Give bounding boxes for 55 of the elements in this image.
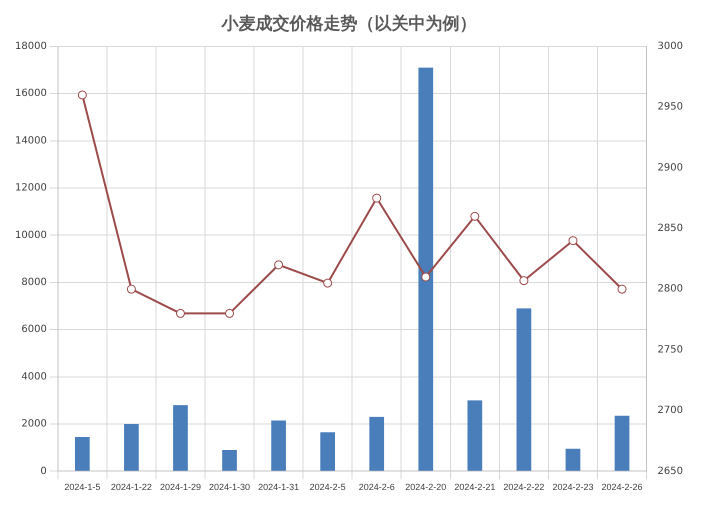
bar [516, 308, 532, 471]
y-tick-label: 4000 [21, 371, 47, 382]
point [519, 276, 528, 286]
x-tick-label: 2024-2-6 [358, 482, 395, 492]
y-tick-label: 0 [40, 466, 47, 477]
bar [614, 416, 630, 471]
bar [173, 405, 188, 471]
x-tick-label: 2024-2-22 [503, 482, 544, 492]
bar [566, 448, 580, 471]
x-tick-label: 2024-1-22 [110, 482, 152, 492]
y-tick-label: 6000 [21, 324, 47, 336]
y2-tick-label: 2850 [658, 223, 684, 234]
bar [369, 416, 384, 471]
x-tick-label: 2024-1-30 [209, 482, 250, 492]
point [274, 260, 284, 270]
y2-tick-label: 2750 [658, 344, 684, 356]
point [126, 284, 136, 294]
bar [320, 432, 336, 471]
y-tick-label: 14000 [15, 135, 47, 146]
y2-tick-label: 2700 [658, 405, 684, 416]
point [421, 272, 430, 282]
y-tick-label: 16000 [15, 88, 47, 100]
x-tick-label: 2024-2-21 [454, 482, 496, 492]
y-tick-label: 10000 [15, 230, 47, 241]
y-tick-label: 12000 [15, 182, 47, 194]
point [323, 278, 332, 288]
y-tick-label: 8000 [21, 276, 47, 288]
point [78, 90, 87, 100]
point [470, 212, 480, 221]
x-tick-label: 2024-2-26 [601, 482, 643, 492]
x-tick-label: 2024-1-5 [64, 482, 100, 492]
bar [124, 424, 139, 471]
bar [467, 400, 482, 471]
y2-tick-label: 3000 [658, 40, 684, 52]
x-tick-label: 2024-2-20 [405, 482, 446, 492]
y2-tick-label: 2650 [658, 466, 684, 477]
x-tick-label: 2024-2-23 [552, 482, 594, 492]
point [568, 236, 578, 246]
chart-title: 小麦成交价格走势（以关中为例） [220, 14, 476, 33]
bar [271, 420, 286, 471]
x-tick-label: 2024-1-31 [258, 482, 300, 492]
point [372, 194, 382, 203]
bar [418, 68, 434, 471]
x-tick-label: 2024-2-5 [310, 482, 346, 492]
y2-tick-label: 2950 [658, 102, 684, 113]
y2-tick-label: 2900 [658, 162, 684, 174]
bar [74, 436, 90, 471]
bar [222, 450, 237, 471]
y2-tick-label: 2800 [658, 284, 684, 295]
y-tick-label: 2000 [21, 418, 47, 430]
point [618, 284, 627, 294]
point [225, 308, 234, 318]
point [176, 308, 185, 318]
y-tick-label: 18000 [15, 40, 47, 52]
x-tick-label: 2024-1-29 [160, 482, 201, 492]
